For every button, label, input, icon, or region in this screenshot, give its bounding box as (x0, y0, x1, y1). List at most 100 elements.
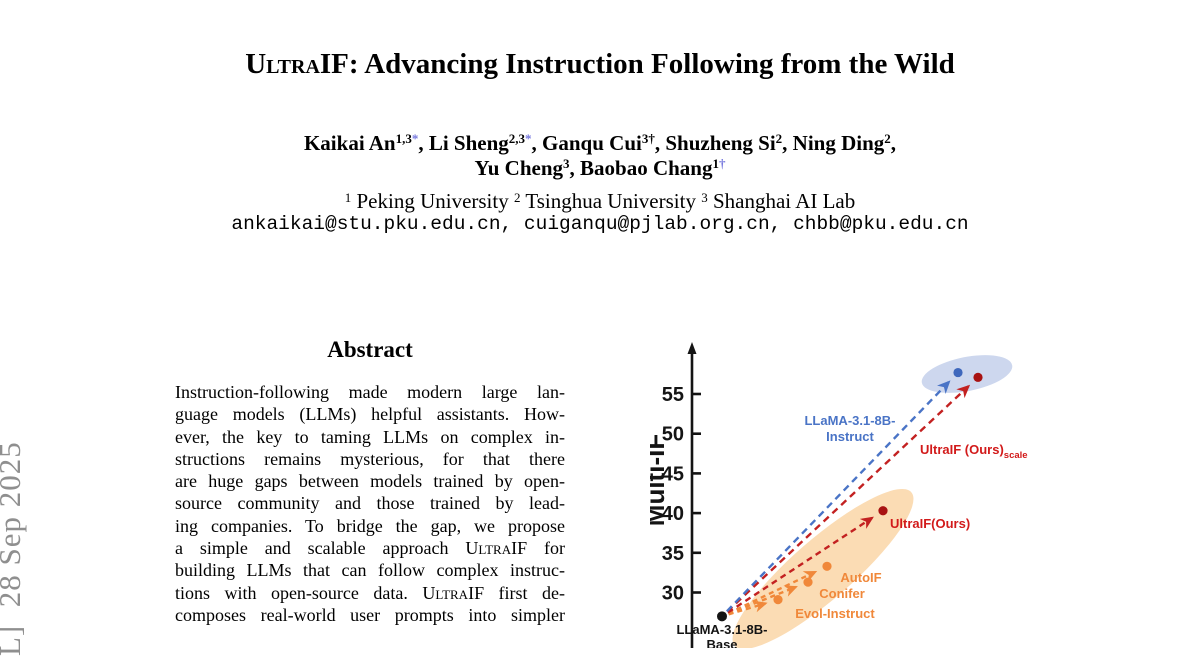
author-superscript: 2,3* (509, 131, 532, 146)
abstract-line: are huge gaps between models trained by … (175, 471, 565, 492)
abstract-line: a simple and scalable approach UltraIF f… (175, 538, 565, 559)
affiliation-name: Peking University (351, 189, 514, 213)
point-evol-instruct (773, 595, 783, 605)
y-tick-label-55: 55 (662, 384, 684, 406)
affiliation: 1 Peking University (345, 189, 514, 213)
author-name: Ning Ding (792, 131, 885, 155)
author: Li Sheng2,3*, (429, 131, 542, 155)
label-ultraif-ours-scale: UltraIF (Ours)scale (920, 442, 1028, 461)
paper-title-smallcaps: UltraIF (245, 48, 349, 80)
emails-line: ankaikai@stu.pku.edu.cn, cuiganqu@pjlab.… (231, 213, 969, 235)
label-autoif: AutoIF (840, 570, 881, 585)
abstract-heading: Abstract (327, 337, 413, 362)
point-ultraif-ours-scale (973, 372, 983, 382)
author-name: Kaikai An (303, 131, 396, 155)
author: Shuzheng Si2, (665, 131, 792, 155)
label-llama-3.1-8b-instruct-line2: Instruct (826, 429, 874, 444)
arrow-to-conifer (728, 585, 798, 615)
author-superscript-number: 2 (884, 131, 891, 146)
author-name: Baobao Chang (580, 156, 713, 180)
highlight-ellipse-open-source-cluster (732, 488, 914, 648)
authors-block: Kaikai An1,3*, Li Sheng2,3*, Ganqu Cui3†… (0, 131, 1200, 181)
y-axis-title: Multi-IF (650, 434, 670, 526)
y-tick-label-35: 35 (662, 543, 684, 565)
y-tick-label-30: 30 (662, 583, 684, 605)
abstract-line: guage models (LLMs) helpful assistants. … (175, 404, 565, 425)
author: Ganqu Cui3†, (542, 131, 665, 155)
affiliation-superscript: 3 (701, 190, 708, 205)
author-separator: , (569, 156, 581, 180)
y-tick-label-45: 45 (662, 463, 684, 485)
author-separator: , (531, 131, 543, 155)
author-name: Ganqu Cui (542, 131, 642, 155)
teaser-chart: 555045403530Multi-IFLLaMA-3.1-8B-BaseEvo… (650, 342, 1028, 648)
author: Yu Cheng3, (475, 156, 581, 180)
author-superscript: 3 (563, 156, 570, 171)
paper-title-rest: : Advancing Instruction Following from t… (348, 48, 955, 80)
author-superscript-number: 2,3 (508, 131, 526, 146)
affiliations-line: 1 Peking University 2 Tsinghua Universit… (0, 189, 1200, 213)
author-name: Li Sheng (428, 131, 509, 155)
label-conifer: Conifer (819, 586, 865, 601)
author: Baobao Chang1† (580, 156, 725, 180)
abstract-line: ever, the key to taming LLMs on complex … (175, 426, 565, 447)
author-name: Yu Cheng (474, 156, 564, 180)
affiliation: 3 Shanghai AI Lab (701, 189, 855, 213)
author-superscript-number: 1,3 (395, 131, 412, 146)
ultraif-smallcaps: UltraIF (465, 538, 528, 559)
author-superscript: 1,3* (396, 131, 419, 146)
author-name: Shuzheng Si (665, 131, 776, 155)
point-autoif (822, 561, 832, 571)
author-superscript-number: 3 (563, 156, 570, 171)
author-separator: , (418, 131, 429, 155)
point-llama-3.1-8b-base (717, 611, 727, 622)
paper-title: UltraIF: Advancing Instruction Following… (0, 46, 1200, 82)
y-tick-label-50: 50 (662, 424, 684, 446)
y-tick-label-40: 40 (662, 503, 684, 525)
point-conifer (803, 577, 813, 587)
author-separator: , (654, 131, 666, 155)
point-ultraif-ours (878, 506, 888, 516)
affiliation-name: Shanghai AI Lab (707, 189, 856, 213)
abstract-line: Instruction-following made modern large … (175, 382, 565, 402)
abstract-line: building LLMs that can follow complex in… (175, 560, 565, 581)
label-llama-3.1-8b-base-line2: Base (706, 637, 737, 648)
label-llama-3.1-8b-base-line1: LLaMA-3.1-8B- (676, 622, 767, 637)
label-llama-3.1-8b-instruct-line1: LLaMA-3.1-8B- (804, 413, 895, 428)
affiliation-superscript: 2 (513, 190, 521, 205)
label-ultraif-ours: UltraIF(Ours) (890, 516, 970, 531)
author-superscript: 3† (642, 131, 655, 146)
author-superscript-number: 2 (775, 131, 783, 146)
highlight-ellipse-top-cluster (921, 355, 1013, 393)
abstract-line: composes real-world user prompts into si… (175, 604, 565, 625)
arrow-to-evol-instruct (728, 600, 768, 616)
footnote-mark: * (525, 131, 532, 146)
abstract-line: structions remains mysterious, for that … (175, 448, 565, 469)
ultraif-smallcaps: UltraIF (422, 582, 485, 603)
arrow-to-ultraif-ours (727, 516, 874, 614)
author: Ning Ding2, (793, 131, 896, 155)
author: Kaikai An1,3*, (304, 131, 429, 155)
affiliation: 2 Tsinghua University (514, 189, 701, 213)
arrow-to-autoif (727, 570, 818, 615)
label-evol-instruct: Evol-Instruct (795, 606, 875, 621)
abstract-line: ing companies. To bridge the gap, we pro… (175, 515, 565, 536)
authors-line-2: Yu Cheng3, Baobao Chang1† (0, 156, 1200, 181)
abstract-text: Instruction-following made modern large … (175, 381, 565, 626)
abstract-line: source community and those trained by le… (175, 493, 565, 514)
affiliation-superscript: 1 (344, 190, 352, 205)
label-ultraif-ours-scale-subscript: scale (1004, 450, 1028, 461)
footnote-mark: † (718, 156, 726, 171)
author-separator: , (782, 131, 793, 155)
footnote-mark: * (411, 131, 419, 146)
author-superscript: 2 (884, 131, 891, 146)
authors-line-1: Kaikai An1,3*, Li Sheng2,3*, Ganqu Cui3†… (0, 131, 1200, 156)
author-superscript-number: 1 (712, 156, 719, 171)
y-axis-arrow (687, 342, 697, 354)
author-superscript: 1† (712, 156, 725, 171)
point-llama-3.1-8b-instruct (953, 367, 963, 378)
author-superscript-number: 3† (641, 131, 655, 146)
author-separator: , (890, 131, 897, 155)
arrow-to-llama-3.1-8b-instruct (726, 380, 951, 613)
